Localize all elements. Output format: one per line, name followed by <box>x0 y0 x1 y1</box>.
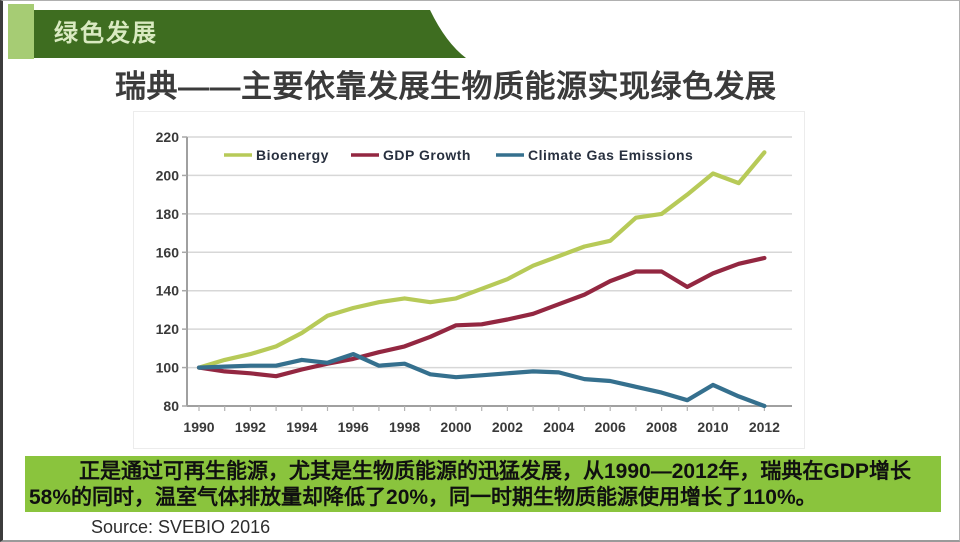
header-banner-shape <box>34 10 466 58</box>
y-tick-label: 160 <box>156 244 180 260</box>
x-tick-label: 1994 <box>286 419 317 435</box>
line-chart: 80 100 120 140 160 180 200 220 1990 1992 1994 1996 1… <box>133 111 805 449</box>
x-tick-label: 1990 <box>183 419 214 435</box>
x-tick-label: 1996 <box>338 419 369 435</box>
summary-note-line-1: 正是通过可再生能源，尤其是生物质能源的迅猛发展，从1990—2012年，瑞典在G… <box>79 460 911 483</box>
summary-note: 正是通过可再生能源，尤其是生物质能源的迅猛发展，从1990—2012年，瑞典在G… <box>25 456 941 512</box>
header-banner-title: 绿色发展 <box>54 20 158 47</box>
x-tick-label: 1998 <box>389 419 420 435</box>
y-tick-label: 120 <box>156 321 180 337</box>
x-tick-label: 2012 <box>749 419 780 435</box>
x-tick-label: 2006 <box>595 419 626 435</box>
x-tick-label: 2002 <box>492 419 523 435</box>
summary-note-line-2: 58%的同时，温室气体排放量却降低了20%，同一时期生物质能源使用增长了110%… <box>29 486 817 509</box>
x-tick-label: 2000 <box>440 419 471 435</box>
y-tick-label: 140 <box>156 283 180 299</box>
series-line-gdp-growth <box>196 255 767 379</box>
series-line-climate-gas-emissions <box>196 352 767 409</box>
header-accent-strip <box>8 4 34 59</box>
y-tick-label: 80 <box>163 398 179 414</box>
x-tick-label: 2004 <box>543 419 574 435</box>
x-tick-label: 1992 <box>235 419 266 435</box>
y-tick-label: 220 <box>156 129 180 145</box>
y-tick-label: 180 <box>156 206 180 222</box>
y-tick-label: 200 <box>156 167 180 183</box>
banner-path <box>34 10 466 58</box>
series-line-bioenergy <box>196 150 767 370</box>
x-tick-label: 2010 <box>697 419 728 435</box>
source-caption: Source: SVEBIO 2016 <box>91 517 271 537</box>
legend-label: Bioenergy <box>256 147 329 163</box>
x-tick-label: 2008 <box>646 419 677 435</box>
y-tick-label: 100 <box>156 360 180 376</box>
page-title: 瑞典——主要依靠发展生物质能源实现绿色发展 <box>115 69 777 104</box>
chart-canvas: 80 100 120 140 160 180 200 220 1990 1992 1994 1996 1… <box>156 129 792 435</box>
legend-label: GDP Growth <box>383 147 471 163</box>
legend-label: Climate Gas Emissions <box>528 147 693 163</box>
header-banner: 绿色发展 <box>34 10 466 58</box>
